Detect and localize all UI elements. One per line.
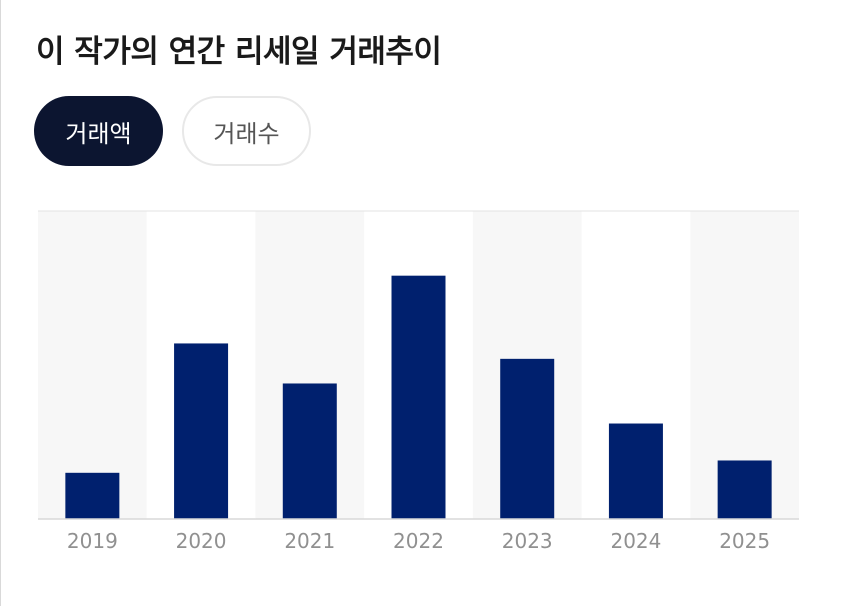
tab-transaction-amount[interactable]: 거래액 xyxy=(34,96,163,166)
chart-bars xyxy=(65,275,772,519)
x-tick-label-2025: 2025 xyxy=(719,529,770,553)
x-tick-label-2021: 2021 xyxy=(284,529,335,553)
bar-2021[interactable] xyxy=(282,383,337,519)
bar-2023[interactable] xyxy=(500,358,555,519)
x-tick-label-2019: 2019 xyxy=(67,529,118,553)
tab-transaction-count[interactable]: 거래수 xyxy=(182,96,311,166)
left-border xyxy=(0,0,1,606)
bar-2025[interactable] xyxy=(717,460,772,519)
bar-2019[interactable] xyxy=(65,472,120,519)
x-axis-ticks: 2019 2020 2021 2022 2023 2024 2025 xyxy=(67,529,770,553)
x-tick-label-2022: 2022 xyxy=(393,529,444,553)
bar-2022[interactable] xyxy=(391,275,446,519)
chart-band xyxy=(38,211,147,519)
x-tick-label-2020: 2020 xyxy=(176,529,227,553)
bar-2020[interactable] xyxy=(174,343,229,519)
page-title: 이 작가의 연간 리세일 거래추이 xyxy=(36,34,442,70)
metric-tabs: 거래액 거래수 xyxy=(34,96,311,166)
bar-2024[interactable] xyxy=(608,423,663,519)
x-tick-label-2023: 2023 xyxy=(502,529,553,553)
x-tick-label-2024: 2024 xyxy=(610,529,661,553)
